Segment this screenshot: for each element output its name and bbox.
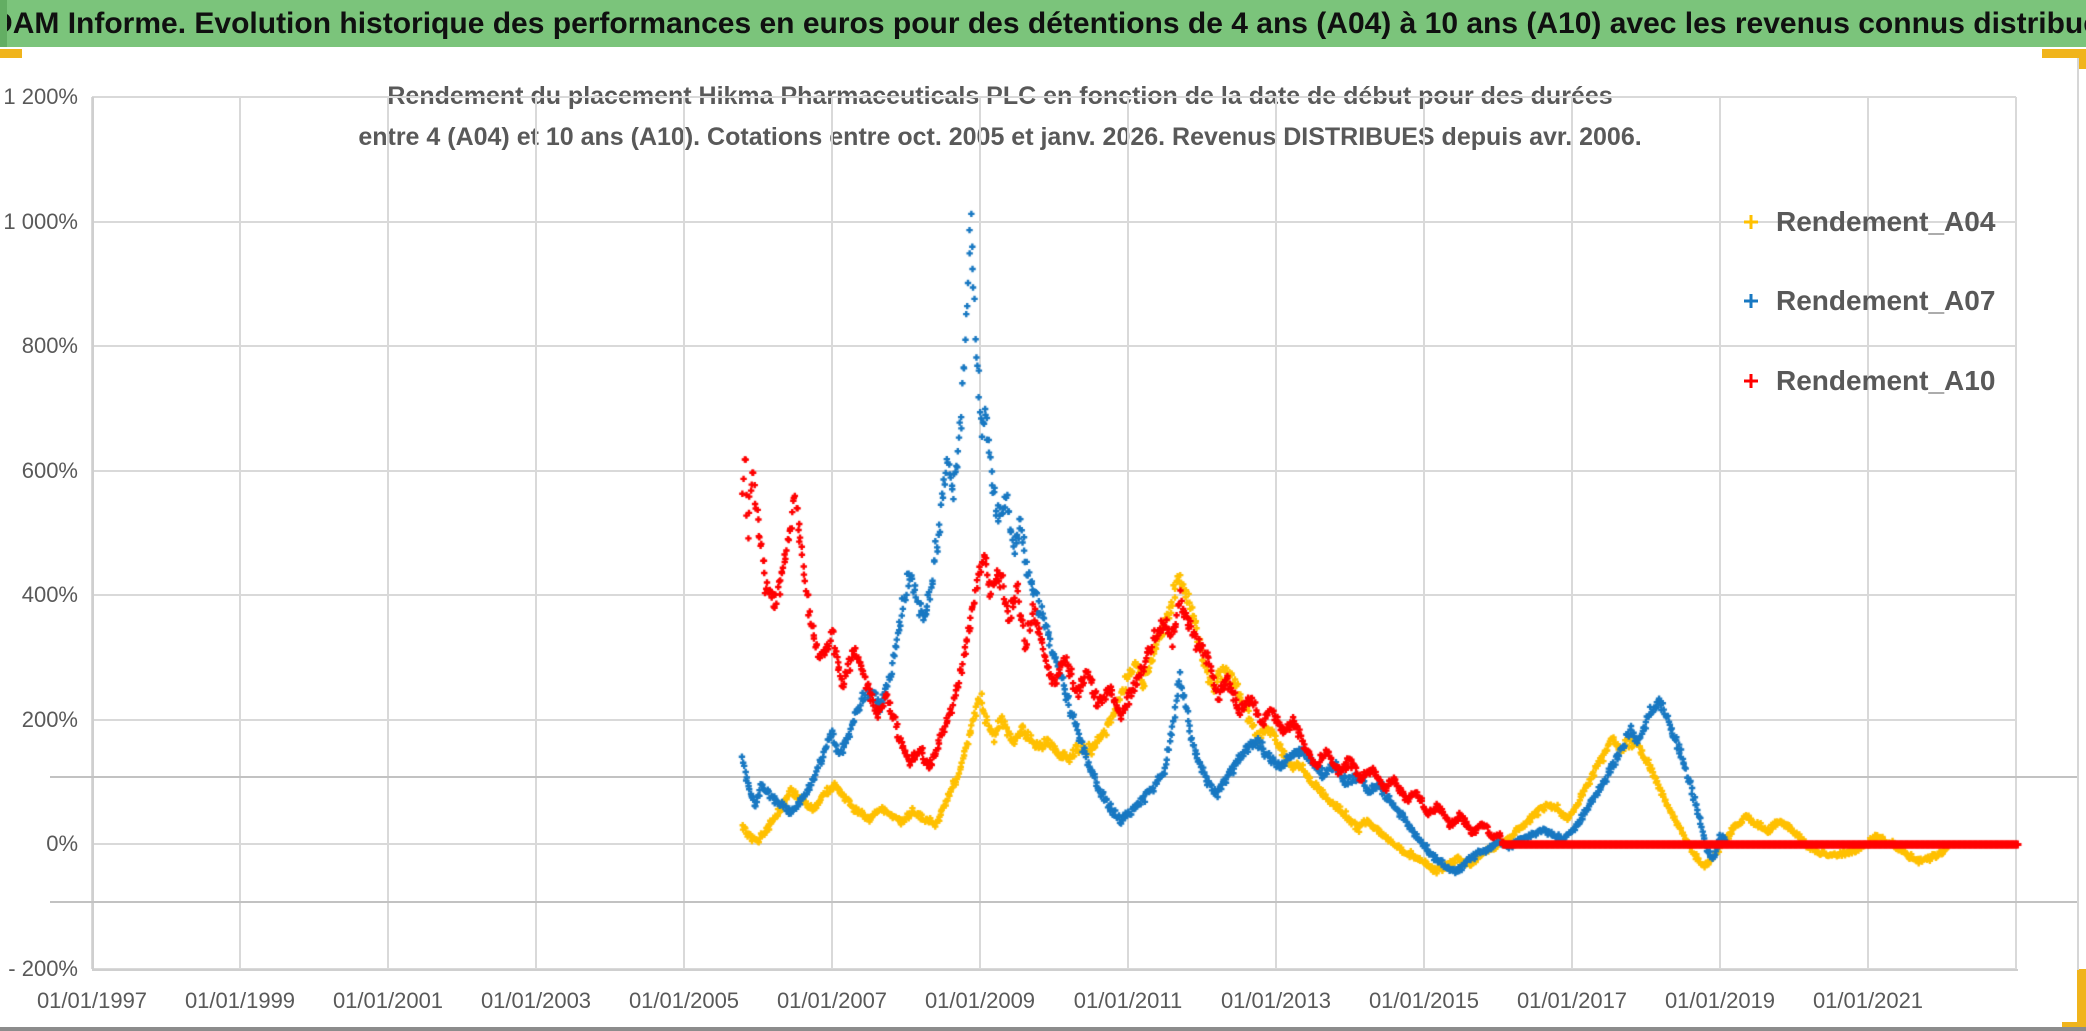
header-title: ADAM Informe. Evolution historique des p… (0, 6, 2086, 40)
y-axis-label: 800% (21, 333, 78, 359)
x-axis-label: 01/01/2001 (332, 988, 444, 1013)
x-axis-label: 01/01/2003 (480, 988, 592, 1013)
header-left-edge (0, 0, 7, 47)
chart-right-border (2077, 58, 2079, 970)
x-axis-label: 01/01/2019 (1664, 988, 1776, 1013)
x-axis-label: 01/01/2011 (1073, 988, 1183, 1013)
x-axis-label: 01/01/1997 (36, 988, 148, 1013)
y-axis-label: 1 200% (3, 84, 78, 109)
y-axis-label: 600% (21, 457, 78, 483)
header-bar: ADAM Informe. Evolution historique des p… (0, 0, 2086, 47)
y-axis-label: 400% (21, 582, 78, 608)
x-axis-label: 01/01/2021 (1812, 988, 1924, 1013)
plus-marker-icon (1744, 374, 1758, 388)
y-axis-label: 1 000% (3, 208, 78, 234)
x-axis-label: 01/01/2007 (776, 988, 888, 1013)
y-axis-label: 200% (21, 706, 78, 732)
y-axis-label: - 200% (8, 956, 78, 981)
x-axis-label: 01/01/2017 (1516, 988, 1628, 1013)
x-axis-label: 01/01/2009 (924, 988, 1036, 1013)
x-axis-label: 01/01/1999 (184, 988, 296, 1013)
y-axis-label: 0% (46, 831, 78, 857)
legend-item-a07: Rendement_A07 (1742, 285, 1995, 317)
legend-label: Rendement_A07 (1776, 285, 1996, 316)
plus-marker-icon (1744, 294, 1758, 308)
legend-item-a10: Rendement_A10 (1742, 365, 1995, 397)
artifact-line (50, 775, 2078, 778)
legend-item-a04: Rendement_A04 (1742, 206, 1995, 238)
x-axis-label: 01/01/2015 (1368, 988, 1480, 1013)
plus-marker-icon (1744, 215, 1758, 229)
plot-border (92, 97, 2018, 971)
window-bottom-border (0, 1027, 2086, 1031)
gold-accent-top-left (0, 49, 22, 58)
legend-label: Rendement_A04 (1776, 206, 1996, 237)
legend-label: Rendement_A10 (1776, 365, 1996, 396)
x-axis-label: 01/01/2013 (1220, 988, 1332, 1013)
artifact-line (50, 901, 2078, 904)
x-axis-label: 01/01/2005 (628, 988, 740, 1013)
